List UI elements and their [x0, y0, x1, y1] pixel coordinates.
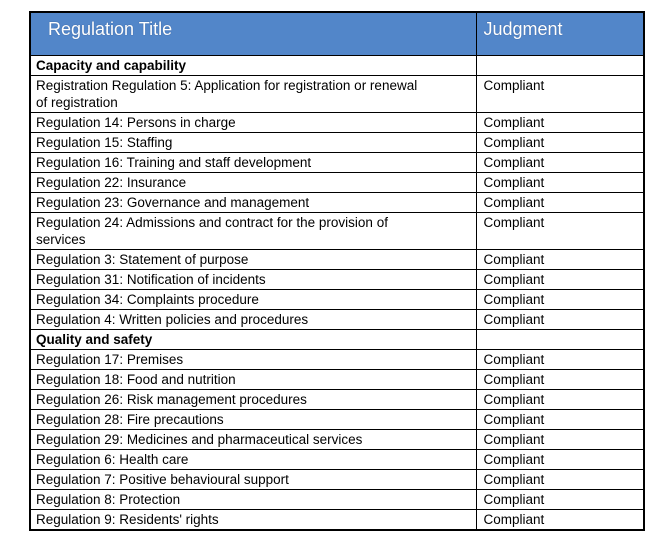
table-row: Regulation 22: Insurance Compliant [29, 172, 645, 193]
table-row: Regulation 4: Written policies and proce… [29, 309, 645, 330]
judgment-value: Compliant [475, 309, 645, 330]
section-title: Capacity and capability [29, 55, 477, 76]
judgment-value: Compliant [475, 192, 645, 213]
regulation-compliance-table: Regulation Title Judgment Capacity and c… [29, 11, 645, 531]
table-row: Regulation 23: Governance and management… [29, 192, 645, 213]
header-row: Regulation Title Judgment [29, 11, 645, 56]
regulation-title: Regulation 3: Statement of purpose [29, 249, 477, 270]
judgment-value [475, 55, 645, 76]
section-row: Capacity and capability [29, 55, 645, 76]
judgment-value: Compliant [475, 489, 645, 510]
judgment-value: Compliant [475, 369, 645, 390]
judgment-value: Compliant [475, 269, 645, 290]
judgment-value: Compliant [475, 449, 645, 470]
judgment-value [475, 329, 645, 350]
regulation-title: Regulation 24: Admissions and contract f… [29, 212, 477, 250]
judgment-value: Compliant [475, 75, 645, 113]
judgment-value: Compliant [475, 212, 645, 250]
regulation-title: Regulation 29: Medicines and pharmaceuti… [29, 429, 477, 450]
table-row: Regulation 9: Residents' rights Compliant [29, 509, 645, 531]
regulation-title: Regulation 31: Notification of incidents [29, 269, 477, 290]
table-row: Regulation 3: Statement of purpose Compli… [29, 249, 645, 270]
regulation-title: Regulation 22: Insurance [29, 172, 477, 193]
regulation-title: Regulation 15: Staffing [29, 132, 477, 153]
judgment-value: Compliant [475, 112, 645, 133]
table-row: Regulation 18: Food and nutrition Complia… [29, 369, 645, 390]
regulation-title: Regulation 23: Governance and management [29, 192, 477, 213]
regulation-title: Regulation 7: Positive behavioural suppo… [29, 469, 477, 490]
table-row: Regulation 31: Notification of incidents… [29, 269, 645, 290]
judgment-value: Compliant [475, 132, 645, 153]
regulation-title: Registration Regulation 5: Application f… [29, 75, 477, 113]
judgment-value: Compliant [475, 152, 645, 173]
regulation-title: Regulation 17: Premises [29, 349, 477, 370]
regulation-title: Regulation 9: Residents' rights [29, 509, 477, 531]
table-row: Regulation 17: Premises Compliant [29, 349, 645, 370]
table-row: Regulation 26: Risk management procedure… [29, 389, 645, 410]
table-row: Regulation 28: Fire precautions Compliant [29, 409, 645, 430]
judgment-value: Compliant [475, 289, 645, 310]
table-row: Regulation 24: Admissions and contract f… [29, 212, 645, 250]
regulation-title: Regulation 18: Food and nutrition [29, 369, 477, 390]
judgment-value: Compliant [475, 429, 645, 450]
table-row: Regulation 29: Medicines and pharmaceuti… [29, 429, 645, 450]
table-row: Regulation 15: Staffing Compliant [29, 132, 645, 153]
table-row: Regulation 16: Training and staff develo… [29, 152, 645, 173]
regulation-title: Regulation 8: Protection [29, 489, 477, 510]
judgment-value: Compliant [475, 469, 645, 490]
column-header-regulation-title: Regulation Title [29, 11, 477, 56]
judgment-value: Compliant [475, 349, 645, 370]
table-row: Regulation 34: Complaints procedure Compl… [29, 289, 645, 310]
section-row: Quality and safety [29, 329, 645, 350]
table-header: Regulation Title Judgment [29, 11, 645, 56]
judgment-value: Compliant [475, 509, 645, 531]
table-row: Regulation 8: Protection Compliant [29, 489, 645, 510]
regulation-title: Regulation 14: Persons in charge [29, 112, 477, 133]
judgment-value: Compliant [475, 389, 645, 410]
table-row: Regulation 7: Positive behavioural suppo… [29, 469, 645, 490]
regulation-title: Regulation 26: Risk management procedure… [29, 389, 477, 410]
regulation-title: Regulation 4: Written policies and proce… [29, 309, 477, 330]
regulation-table-body: Capacity and capability Registration Regu… [29, 55, 645, 531]
table-row: Regulation 14: Persons in charge Complian… [29, 112, 645, 133]
regulation-title: Regulation 28: Fire precautions [29, 409, 477, 430]
section-title: Quality and safety [29, 329, 477, 350]
regulation-title: Regulation 6: Health care [29, 449, 477, 470]
judgment-value: Compliant [475, 249, 645, 270]
table-row: Registration Regulation 5: Application f… [29, 75, 645, 113]
judgment-value: Compliant [475, 172, 645, 193]
judgment-value: Compliant [475, 409, 645, 430]
table-row: Regulation 6: Health care Compliant [29, 449, 645, 470]
column-header-judgment: Judgment [475, 11, 645, 56]
regulation-title: Regulation 34: Complaints procedure [29, 289, 477, 310]
regulation-title: Regulation 16: Training and staff develo… [29, 152, 477, 173]
